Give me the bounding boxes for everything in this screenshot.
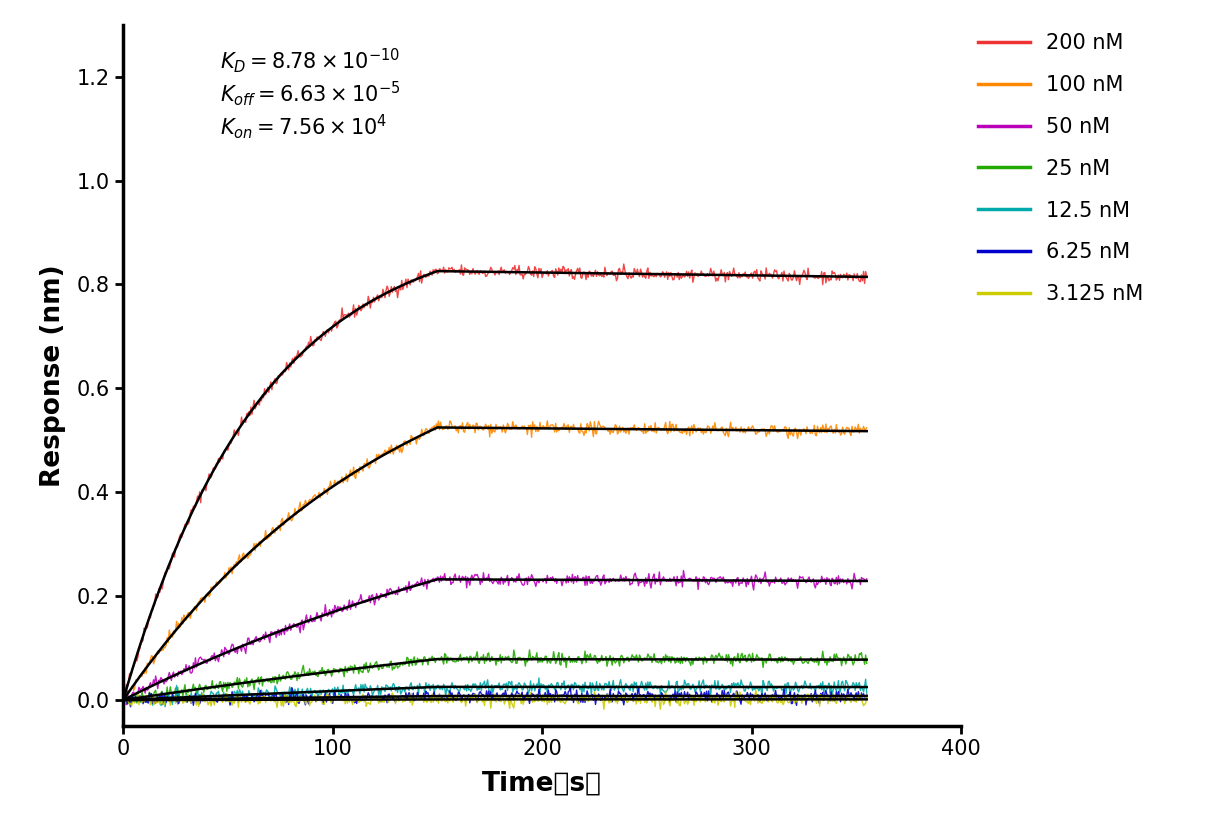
Y-axis label: Response (nm): Response (nm) [39,264,65,487]
Legend: 200 nM, 100 nM, 50 nM, 25 nM, 12.5 nM, 6.25 nM, 3.125 nM: 200 nM, 100 nM, 50 nM, 25 nM, 12.5 nM, 6… [970,25,1152,313]
Text: $K_D=8.78\times10^{-10}$
$K_{off}=6.63\times10^{-5}$
$K_{on}=7.56\times10^{4}$: $K_D=8.78\times10^{-10}$ $K_{off}=6.63\t… [219,45,400,141]
X-axis label: Time（s）: Time（s） [482,771,602,796]
